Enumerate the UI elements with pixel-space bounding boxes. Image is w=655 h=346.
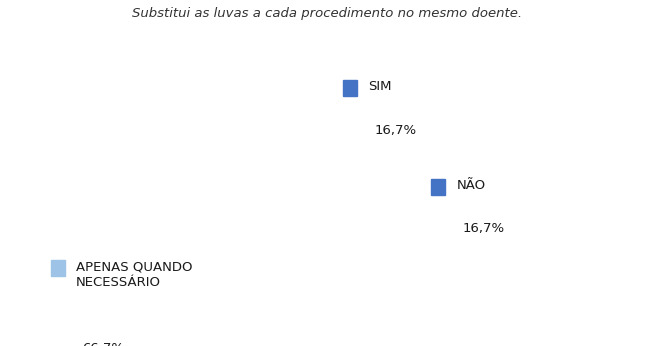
Bar [51, 260, 65, 276]
Text: 66,7%: 66,7% [83, 342, 124, 346]
Bar [343, 80, 357, 96]
Text: APENAS QUANDO
NECESSÁRIO: APENAS QUANDO NECESSÁRIO [76, 260, 193, 289]
Text: 16,7%: 16,7% [375, 124, 417, 137]
Text: NÃO: NÃO [457, 179, 485, 192]
Text: 16,7%: 16,7% [462, 222, 505, 235]
Text: Substitui as luvas a cada procedimento no mesmo doente.: Substitui as luvas a cada procedimento n… [132, 7, 523, 20]
Bar [431, 179, 445, 195]
Text: SIM: SIM [368, 80, 392, 93]
